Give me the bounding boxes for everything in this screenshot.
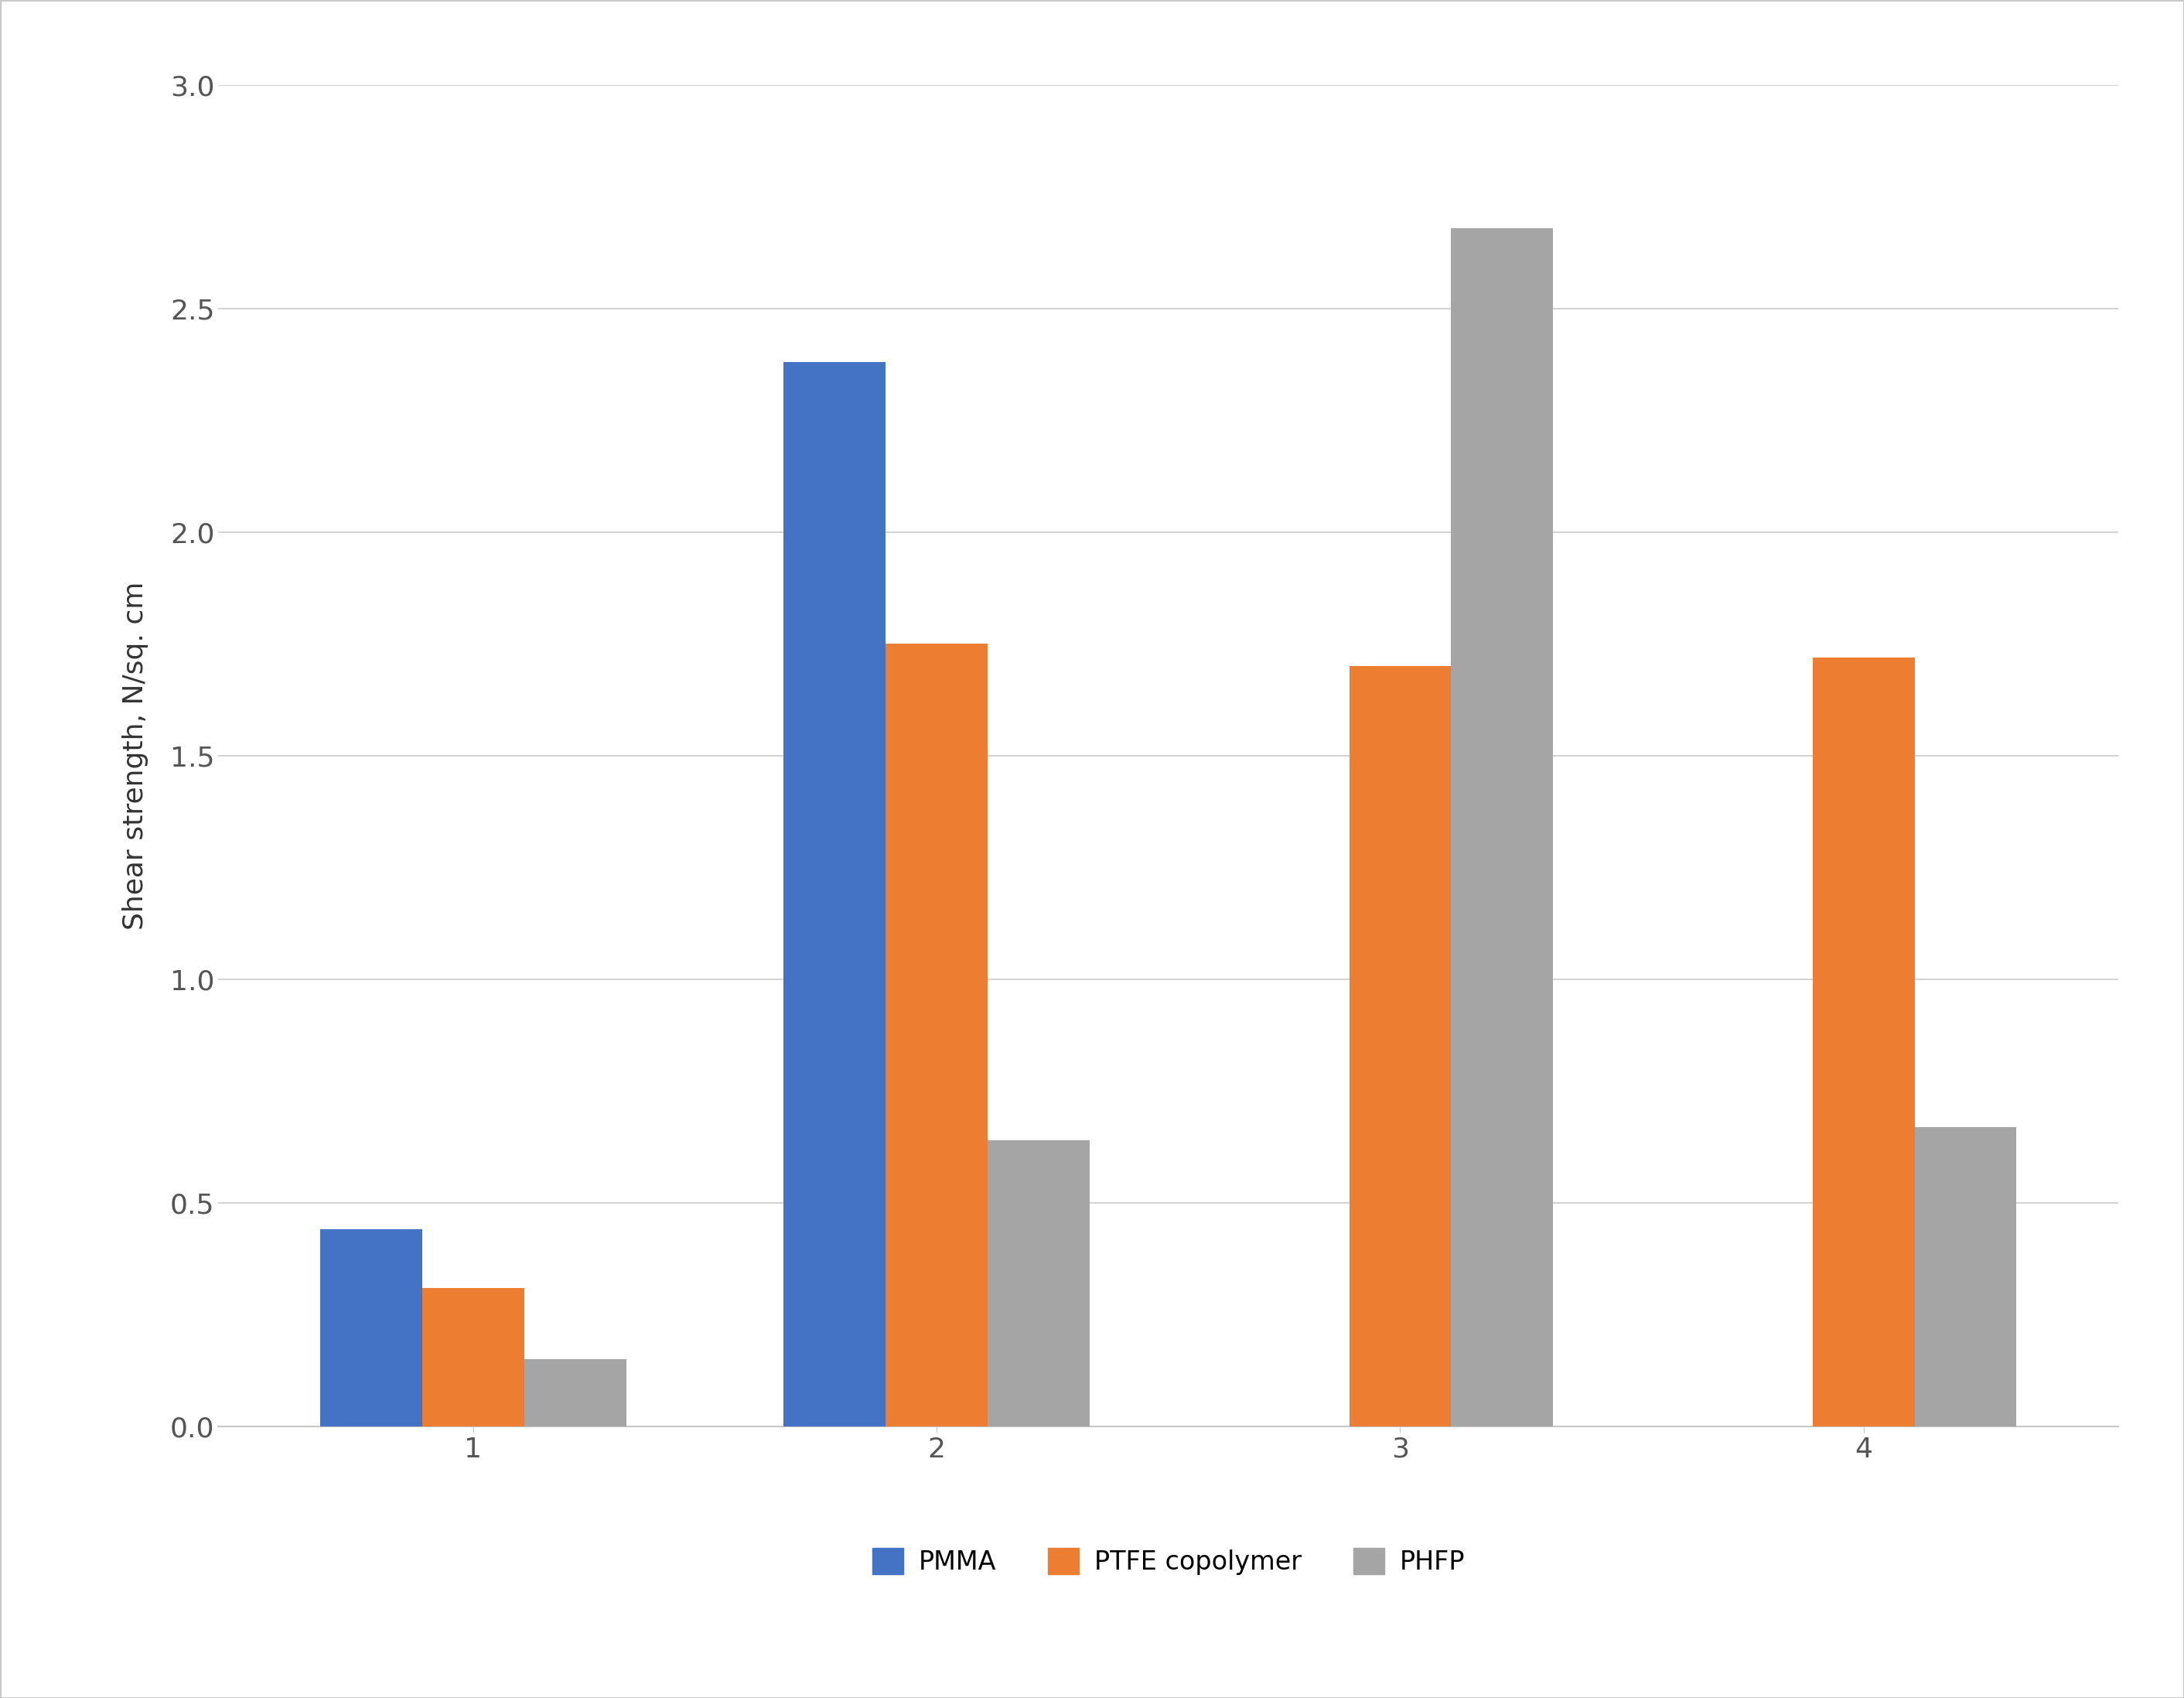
Bar bbox=[422, 1287, 524, 1426]
Bar bbox=[987, 1139, 1090, 1426]
Legend: PMMA, PTFE copolymer, PHFP: PMMA, PTFE copolymer, PHFP bbox=[858, 1535, 1479, 1588]
Bar bbox=[784, 362, 887, 1426]
Bar bbox=[321, 1229, 422, 1426]
Bar bbox=[1450, 228, 1553, 1426]
Bar bbox=[1915, 1127, 2016, 1426]
Bar bbox=[1350, 666, 1450, 1426]
Y-axis label: Shear strength, N/sq. cm: Shear strength, N/sq. cm bbox=[122, 581, 149, 931]
Bar bbox=[1813, 657, 1915, 1426]
Bar bbox=[887, 644, 987, 1426]
Bar bbox=[524, 1358, 627, 1426]
